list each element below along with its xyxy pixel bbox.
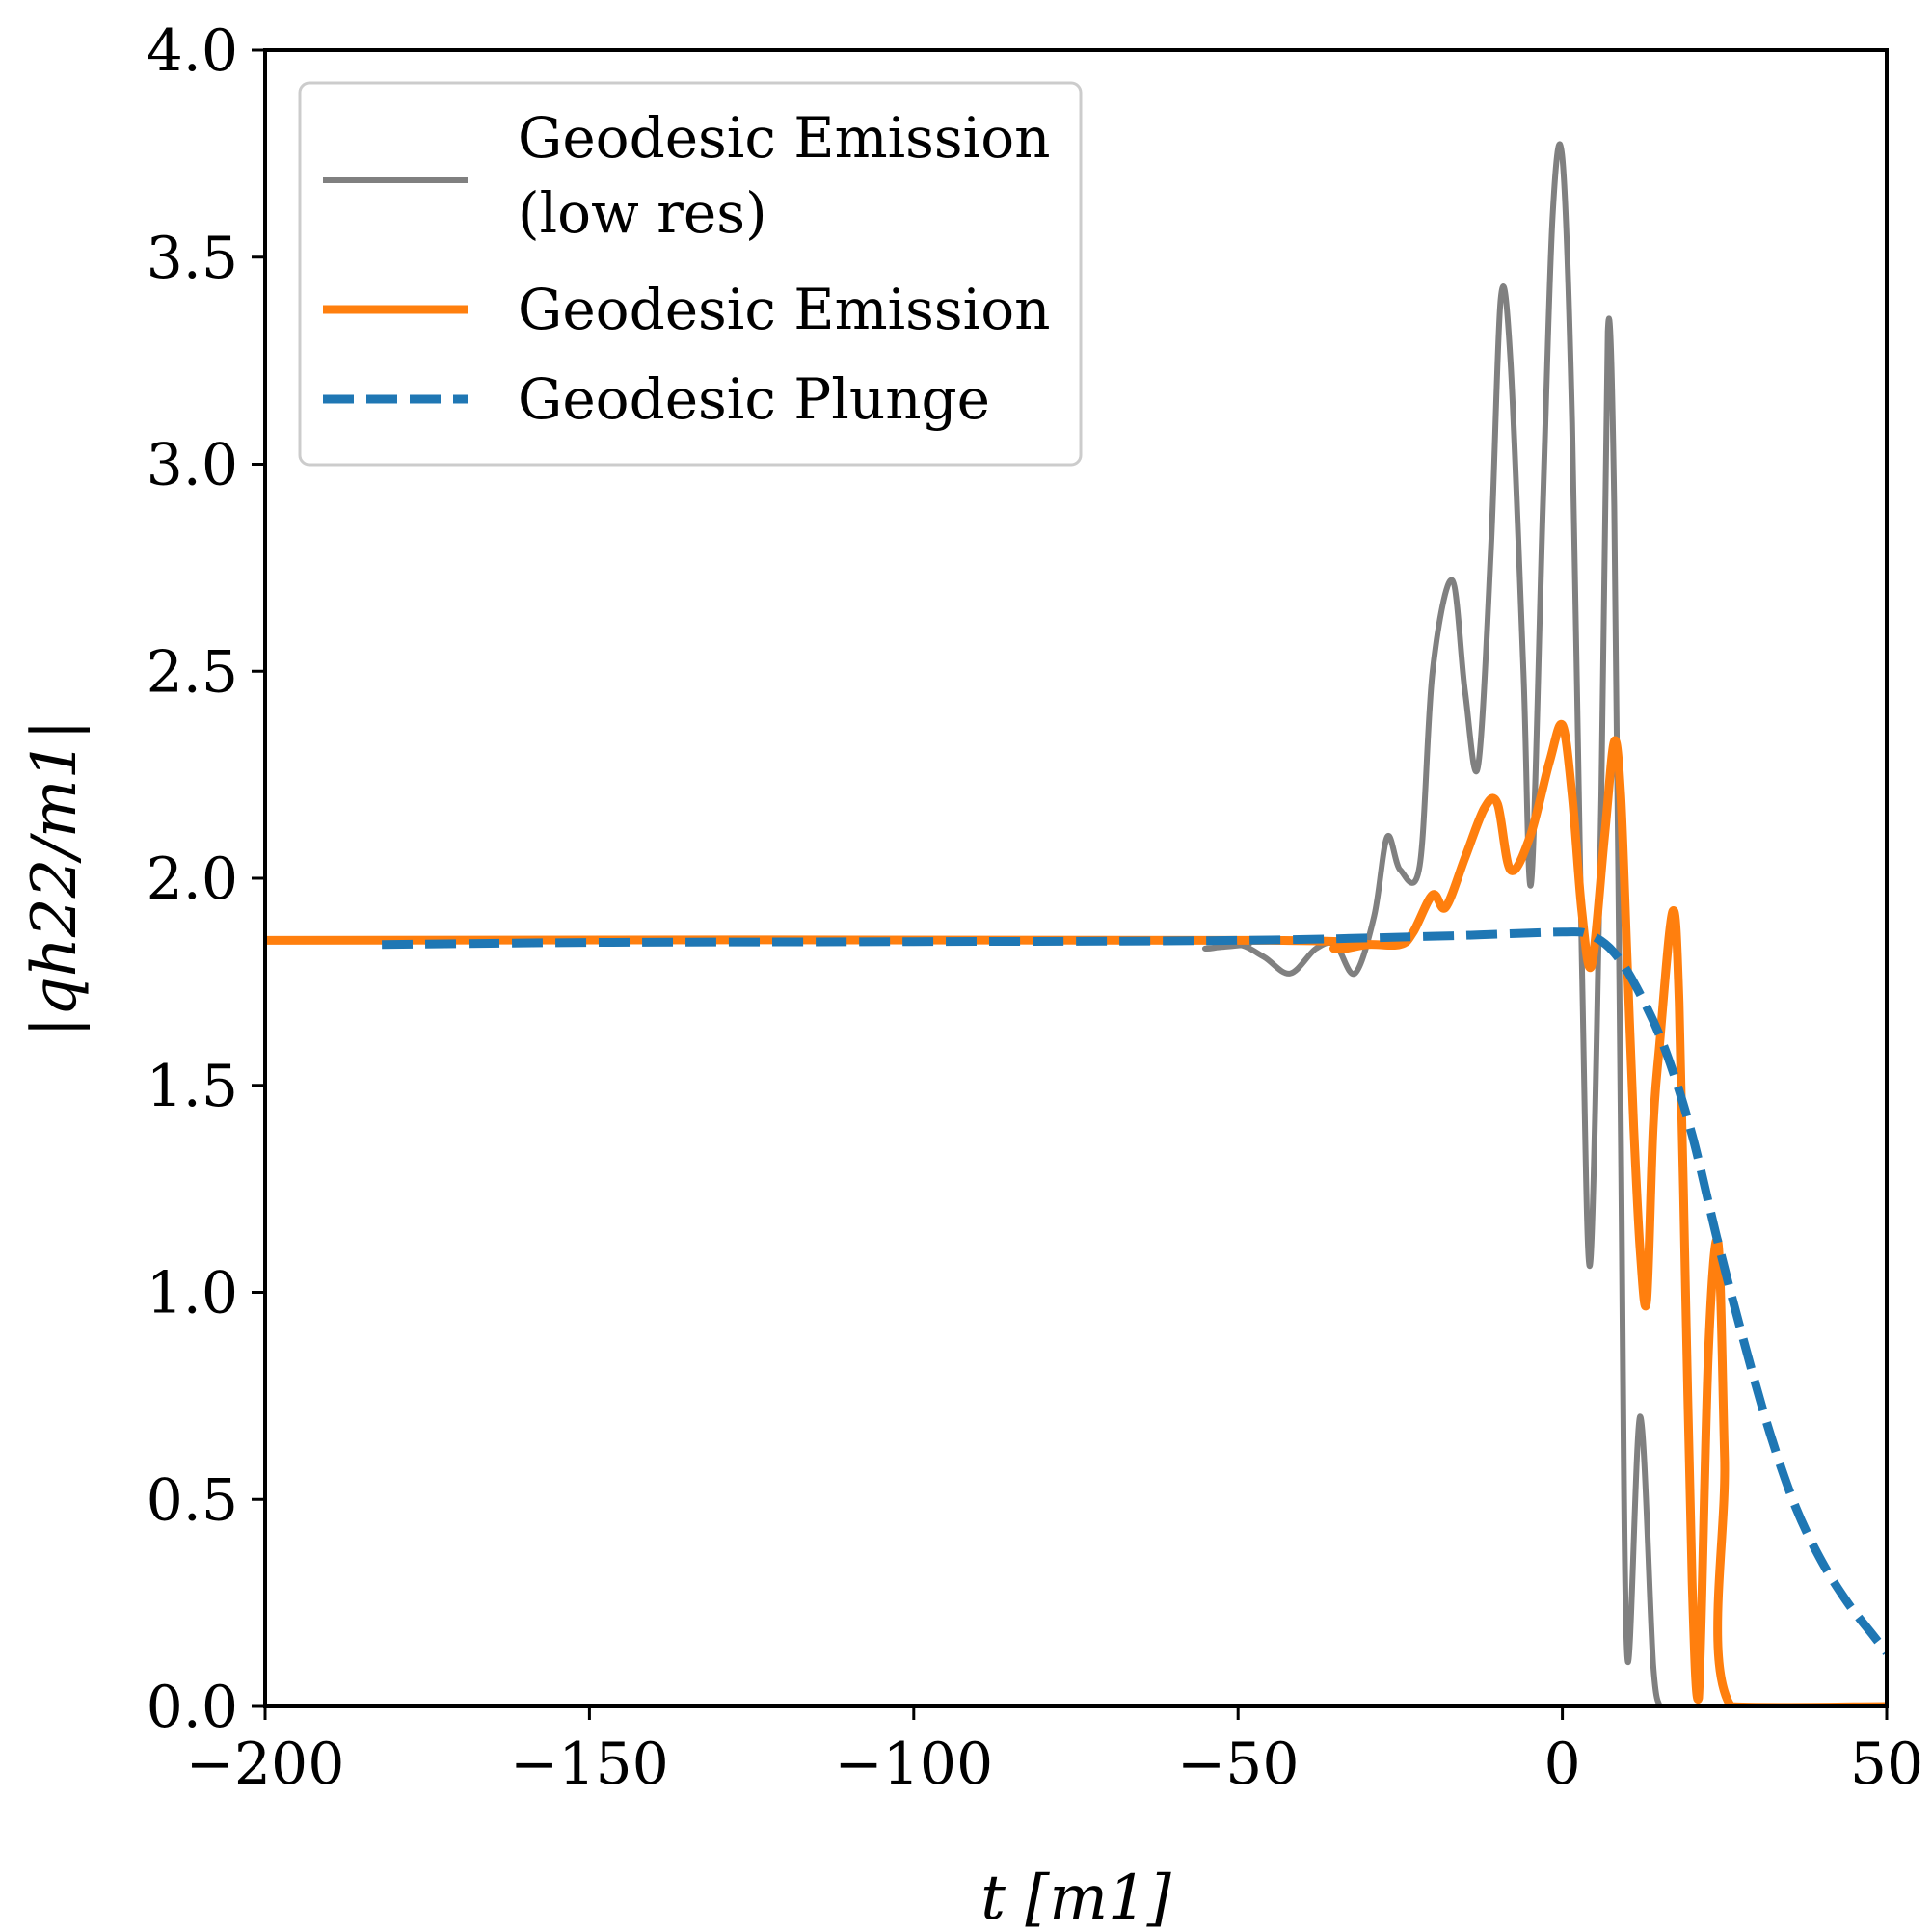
- legend-label-low-res-line2: (low res): [518, 180, 767, 246]
- x-tick-label: −150: [510, 1731, 669, 1798]
- y-tick-label: 0.0: [147, 1674, 238, 1741]
- y-tick-label: 3.0: [147, 432, 238, 499]
- x-axis-label: t [m1]: [980, 1863, 1171, 1932]
- y-tick-label: 4.0: [147, 17, 238, 85]
- legend-box: [298, 81, 1083, 467]
- y-tick-label: 1.0: [147, 1260, 238, 1328]
- y-tick-label: 2.5: [147, 638, 238, 706]
- x-tick-label: 0: [1544, 1731, 1581, 1798]
- y-axis-label: |qh22/m1|: [19, 719, 91, 1037]
- x-tick-label: −100: [834, 1731, 993, 1798]
- series-layer: [265, 141, 1887, 1706]
- x-tick-label: 50: [1850, 1731, 1923, 1798]
- plot-frame: [263, 48, 1889, 1708]
- y-tick-label: 1.5: [147, 1053, 238, 1120]
- legend-label-plunge: Geodesic Plunge: [518, 366, 990, 432]
- x-tick-label: −200: [186, 1731, 345, 1798]
- y-tick-label: 2.0: [147, 845, 238, 913]
- y-tick-label: 3.5: [147, 225, 238, 292]
- series-line-emission: [265, 719, 1887, 1706]
- x-tick-label: −50: [1177, 1731, 1300, 1798]
- y-tick-label: 0.5: [147, 1466, 238, 1534]
- series-line-plunge: [382, 927, 1887, 1655]
- tick-layer: −200 −150 −100 −50 0 50 0.0 0.5 1.0 1.5 2.0 2.5 3.0 3…: [147, 17, 1924, 1798]
- legend-label-emission: Geodesic Emission: [518, 277, 1051, 342]
- legend: Geodesic Emission (low res) Geodesic Emi…: [298, 81, 1083, 467]
- legend-label-low-res-line1: Geodesic Emission: [518, 105, 1051, 171]
